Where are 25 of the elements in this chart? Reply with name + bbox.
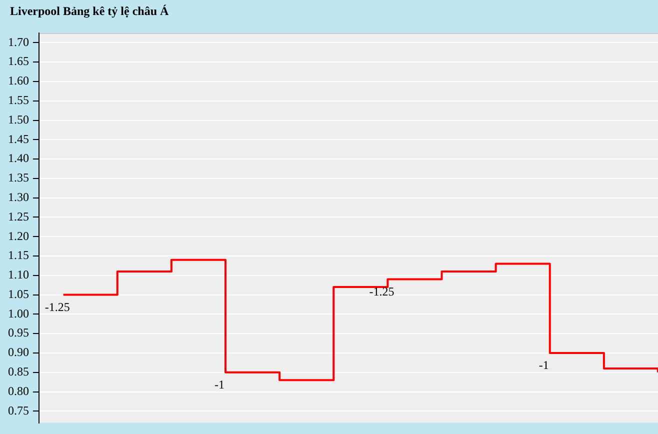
y-tick-label: 1.20 (8, 228, 29, 243)
y-tick-label: 1.30 (8, 190, 29, 204)
y-tick-label: 0.75 (8, 403, 29, 418)
y-tick-label: 0.85 (8, 364, 29, 379)
y-tick-label: 1.50 (8, 112, 29, 126)
y-tick-label: 1.35 (8, 170, 29, 185)
y-tick-label: 1.25 (8, 209, 29, 224)
annotation: -1 (538, 358, 549, 372)
y-tick-label: 1.05 (8, 286, 29, 301)
y-tick-label: 0.80 (8, 384, 29, 398)
y-tick-label: 1.45 (8, 132, 29, 146)
y-tick-label: 1.60 (8, 74, 29, 88)
y-tick-label: 1.55 (8, 93, 29, 108)
chart-title: Liverpool Bảng kê tỷ lệ châu Á (10, 4, 170, 18)
y-tick-label: 1.10 (8, 268, 29, 282)
y-tick-label: 0.90 (8, 345, 29, 360)
annotation: -1 (214, 378, 225, 392)
y-tick-label: 1.70 (8, 34, 29, 49)
y-tick-label: 1.00 (8, 306, 29, 320)
annotation: -1.25 (369, 284, 394, 298)
annotation: -1.25 (44, 300, 70, 314)
y-tick-label: 0.95 (8, 326, 29, 340)
y-tick-label: 1.40 (8, 151, 29, 166)
y-tick-label: 1.65 (8, 54, 29, 68)
y-tick-label: 1.15 (8, 248, 29, 262)
